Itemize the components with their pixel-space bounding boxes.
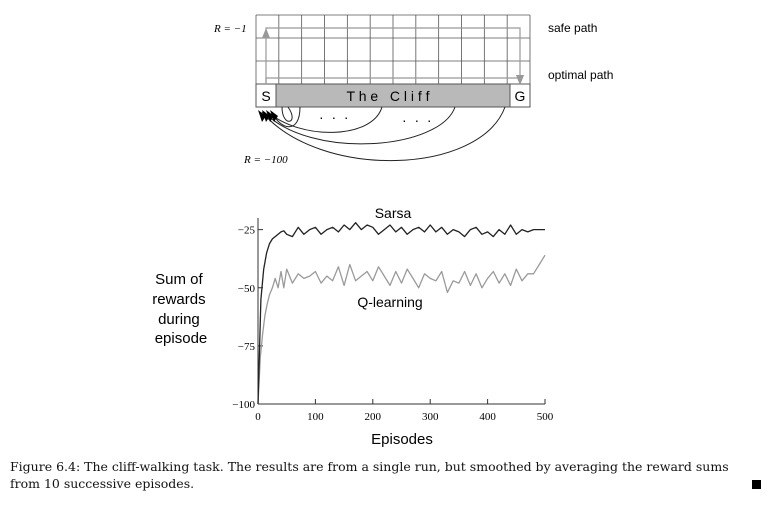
y-tick-label: −50 — [238, 283, 256, 295]
y-axis-label-line-1: Sum of — [155, 271, 203, 288]
x-ticks: 0 100 200 300 400 500 — [255, 399, 554, 423]
x-tick-label: 200 — [365, 411, 382, 423]
reward-step-label: R = −1 — [213, 23, 247, 35]
x-tick-label: 100 — [307, 411, 324, 423]
safe-path-start-arrowhead — [262, 28, 270, 38]
safe-path-label: safe path — [548, 21, 597, 35]
series-line-sarsa — [257, 222, 545, 405]
cliff-fall-arcs — [261, 106, 506, 161]
cliff-dots-left: · · · — [319, 109, 349, 125]
gridworld: S G T h e C l i f f R = −1 safe path opt… — [213, 14, 613, 166]
reward-chart: −25 −50 −75 −100 0 100 200 300 400 500 Sarsa Q-l… — [152, 205, 554, 448]
start-label: S — [261, 88, 270, 104]
sarsa-series-label: Sarsa — [375, 205, 412, 221]
series-layer — [257, 222, 546, 405]
y-tick-label: −100 — [232, 399, 255, 411]
x-tick-label: 400 — [479, 411, 496, 423]
reward-cliff-label: R = −100 — [243, 154, 288, 166]
y-axis-label-line-4: episode — [155, 330, 208, 347]
y-axis-label-line-2: rewards — [152, 291, 205, 308]
end-of-example-mark — [752, 480, 761, 489]
figure-caption: Figure 6.4: The cliff-walking task. The … — [10, 459, 729, 491]
y-axis-label-line-3: during — [158, 311, 200, 328]
x-tick-label: 500 — [537, 411, 554, 423]
series-line-q-learning — [257, 254, 546, 405]
y-tick-label: −75 — [238, 341, 256, 353]
goal-label: G — [515, 88, 526, 104]
x-tick-label: 300 — [422, 411, 439, 423]
y-axis-label: Sum of rewards during episode — [152, 271, 210, 347]
cliff-label: T h e C l i f f — [347, 88, 430, 104]
cliff-dots-right: · · · — [402, 112, 432, 128]
q-learning-series-label: Q-learning — [357, 294, 422, 310]
x-tick-label: 0 — [255, 411, 261, 423]
x-axis-label: Episodes — [371, 431, 433, 448]
optimal-path-label: optimal path — [548, 68, 613, 82]
grid-lines — [255, 14, 531, 85]
y-tick-label: −25 — [238, 225, 256, 237]
safe-path-arrow — [265, 27, 524, 85]
optimal-path-arrow — [265, 75, 524, 85]
y-ticks: −25 −50 −75 −100 — [232, 225, 263, 411]
cliff-fall-arrowheads — [258, 110, 278, 122]
